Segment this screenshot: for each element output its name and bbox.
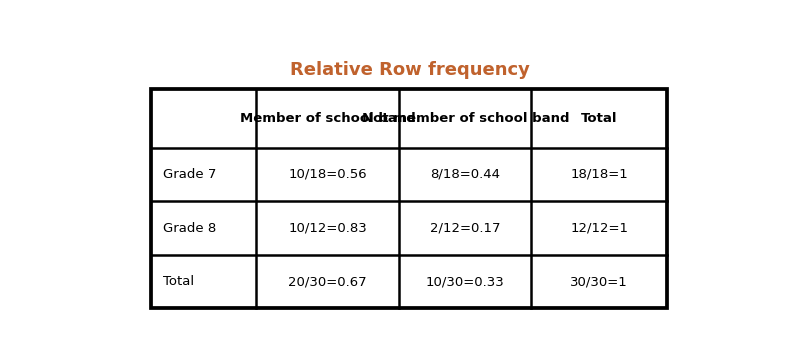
Text: 10/30=0.33: 10/30=0.33 (426, 275, 505, 288)
Text: Relative Row frequency: Relative Row frequency (290, 61, 530, 79)
Text: 12/12=1: 12/12=1 (570, 222, 628, 234)
Bar (151, 89, 667, 308)
Text: Total: Total (163, 275, 194, 288)
Text: 2/12=0.17: 2/12=0.17 (430, 222, 501, 234)
Text: 10/12=0.83: 10/12=0.83 (288, 222, 367, 234)
Text: 10/18=0.56: 10/18=0.56 (288, 168, 367, 181)
Text: Grade 7: Grade 7 (163, 168, 217, 181)
Text: Not member of school band: Not member of school band (362, 112, 569, 125)
Text: 18/18=1: 18/18=1 (570, 168, 628, 181)
Text: Grade 8: Grade 8 (163, 222, 217, 234)
Text: Member of school band: Member of school band (240, 112, 415, 125)
Text: 20/30=0.67: 20/30=0.67 (288, 275, 367, 288)
Text: 8/18=0.44: 8/18=0.44 (430, 168, 500, 181)
Text: Total: Total (581, 112, 618, 125)
Text: 30/30=1: 30/30=1 (570, 275, 628, 288)
